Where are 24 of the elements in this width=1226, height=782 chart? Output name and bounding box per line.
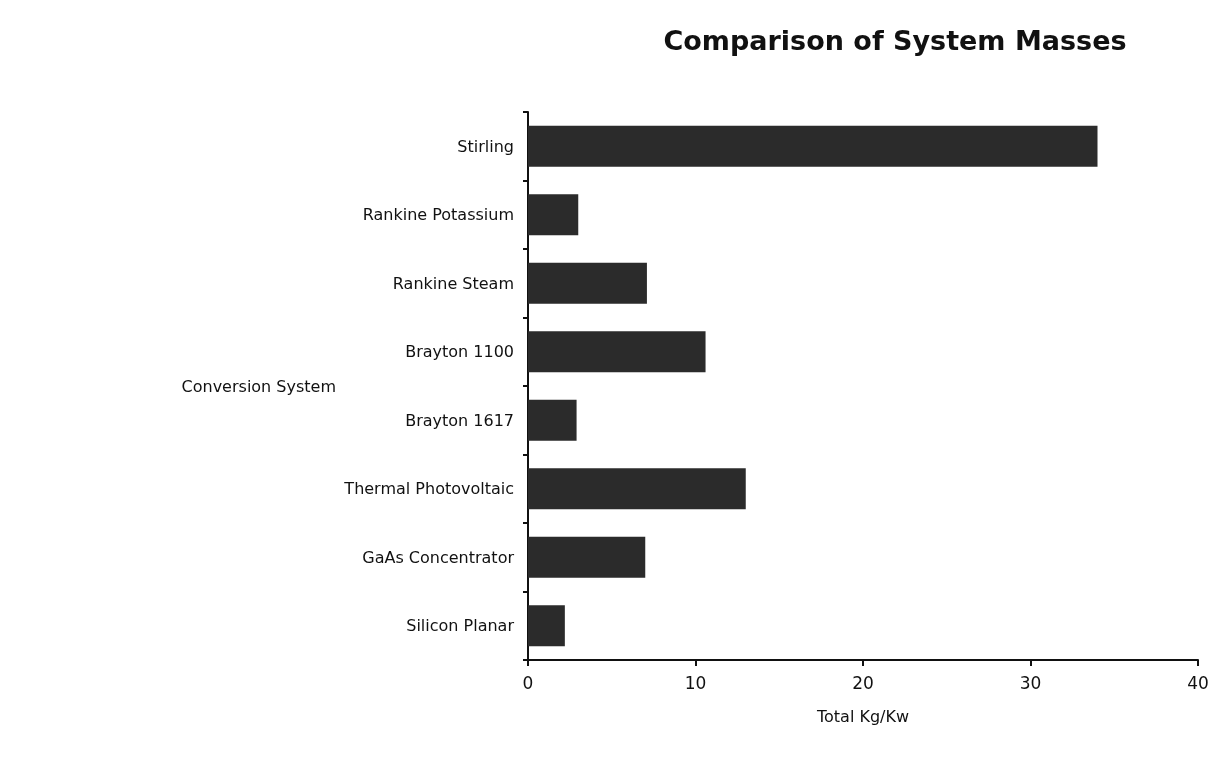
x-tick-label: 20 xyxy=(852,672,874,693)
bar xyxy=(528,262,647,304)
y-tick-label: Silicon Planar xyxy=(406,616,515,636)
x-tick-label: 30 xyxy=(1019,672,1042,693)
x-tick-label: 0 xyxy=(522,672,534,693)
y-tick-label: Brayton 1617 xyxy=(405,410,514,430)
y-tick-label: GaAs Concentrator xyxy=(362,547,515,567)
bar xyxy=(528,536,646,578)
y-tick-label: Rankine Steam xyxy=(392,273,514,293)
y-tick-label: Brayton 1100 xyxy=(405,342,514,362)
chart-title: Comparison of System Masses xyxy=(663,25,1127,56)
y-tick-label: Thermal Photovoltaic xyxy=(343,479,514,499)
bar xyxy=(528,468,746,510)
x-tick-label: 10 xyxy=(684,672,707,693)
bar xyxy=(528,194,579,236)
bar xyxy=(528,399,577,441)
y-tick-label: Rankine Potassium xyxy=(362,205,514,225)
y-tick-label: Stirling xyxy=(457,136,514,156)
bar xyxy=(528,331,706,373)
y-axis-title: Conversion System xyxy=(181,376,336,396)
x-tick-label: 40 xyxy=(1187,672,1209,693)
x-axis-title: Total Kg/Kw xyxy=(815,706,910,726)
bar xyxy=(528,605,565,647)
bar xyxy=(528,125,1098,167)
